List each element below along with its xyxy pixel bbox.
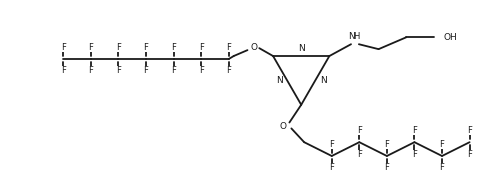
Text: N: N — [297, 44, 304, 53]
Text: F: F — [61, 43, 66, 52]
Text: F: F — [88, 43, 93, 52]
Text: F: F — [226, 66, 231, 75]
Text: F: F — [171, 66, 176, 75]
Text: N: N — [347, 32, 354, 41]
Text: F: F — [356, 150, 361, 159]
Text: F: F — [198, 43, 203, 52]
Text: F: F — [88, 66, 93, 75]
Text: O: O — [280, 122, 287, 131]
Text: F: F — [466, 126, 471, 135]
Text: F: F — [116, 43, 121, 52]
Text: F: F — [116, 66, 121, 75]
Text: N: N — [319, 76, 326, 85]
Text: F: F — [171, 43, 176, 52]
Text: F: F — [411, 150, 416, 159]
Text: F: F — [439, 140, 443, 149]
Text: F: F — [466, 150, 471, 159]
Text: H: H — [352, 32, 358, 41]
Text: O: O — [250, 43, 258, 52]
Text: N: N — [276, 76, 282, 85]
Text: F: F — [439, 163, 443, 172]
Text: F: F — [226, 43, 231, 52]
Text: F: F — [329, 163, 334, 172]
Text: F: F — [384, 163, 389, 172]
Text: F: F — [198, 66, 203, 75]
Text: F: F — [329, 140, 334, 149]
Text: F: F — [384, 140, 389, 149]
Text: OH: OH — [443, 33, 456, 42]
Text: F: F — [411, 126, 416, 135]
Text: F: F — [61, 66, 66, 75]
Text: F: F — [356, 126, 361, 135]
Text: F: F — [143, 66, 148, 75]
Text: F: F — [143, 43, 148, 52]
